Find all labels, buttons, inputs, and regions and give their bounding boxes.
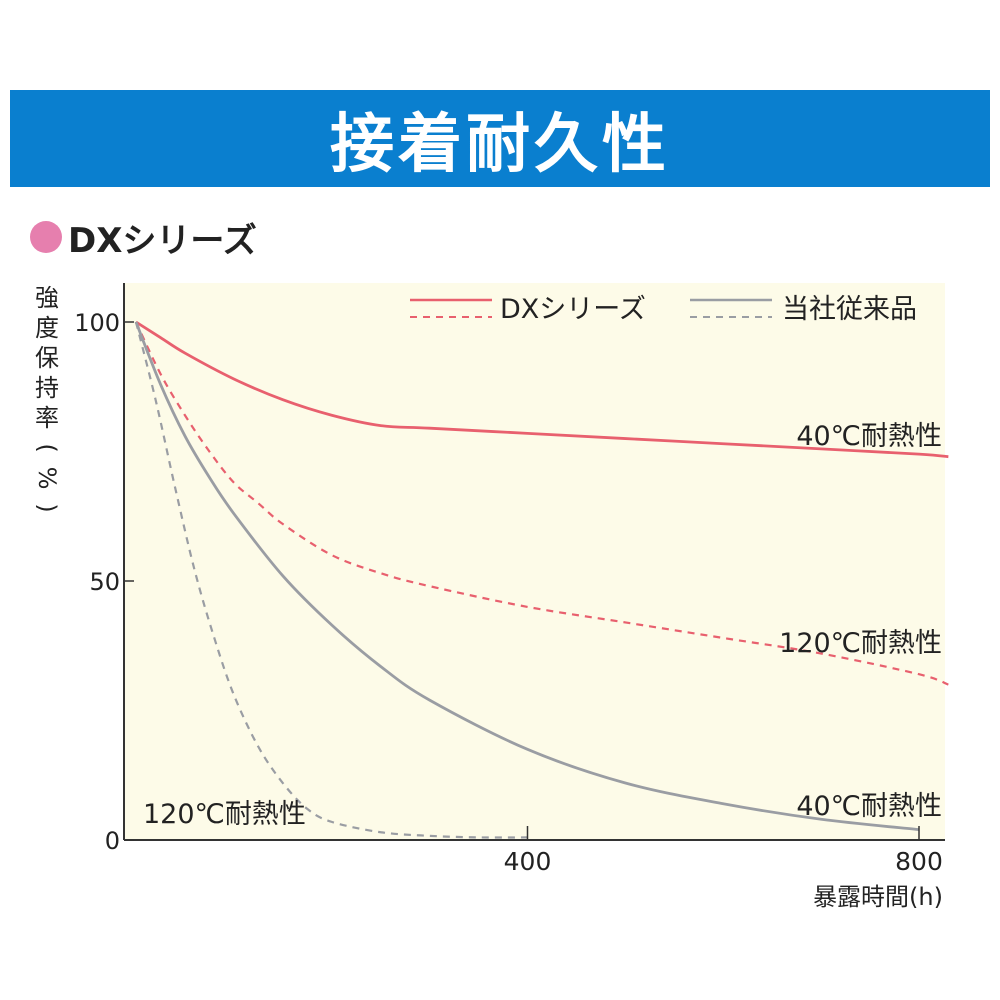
x-tick-label: 800 — [895, 847, 943, 876]
plot-area — [124, 283, 945, 840]
annotation-conventional-40: 40℃耐熱性 — [796, 791, 942, 822]
annotation-dx-40: 40℃耐熱性 — [796, 421, 942, 452]
legend-label-dx: DXシリーズ — [500, 294, 646, 325]
title-banner: 接着耐久性 — [10, 90, 990, 187]
y-axis-label: 強 度 保 持 率 ( % ) — [32, 283, 62, 523]
pink-dot-icon — [30, 221, 62, 253]
series-heading-label: DXシリーズ — [68, 220, 257, 261]
series-line-3 — [134, 321, 528, 839]
y-axis-label-char: 持 — [35, 374, 59, 402]
series-line-2 — [134, 321, 920, 832]
series-line-0 — [135, 320, 949, 459]
y-axis-label-char: 率 — [35, 404, 59, 432]
series-heading: DXシリーズ — [30, 214, 257, 261]
x-tick-label: 400 — [504, 847, 552, 876]
page-title: 接着耐久性 — [330, 107, 670, 182]
annotation-dx-120: 120℃耐熱性 — [779, 628, 942, 659]
y-axis-label-char: 保 — [35, 344, 59, 372]
legend-label-conventional: 当社従来品 — [782, 294, 917, 325]
y-tick-label: 100 — [74, 309, 120, 337]
y-tick-label: 0 — [105, 827, 120, 855]
annotation-conventional-120: 120℃耐熱性 — [143, 799, 306, 830]
y-axis-label-char: 度 — [35, 314, 59, 342]
legend: DXシリーズ 当社従来品 — [410, 294, 917, 325]
x-axis-label: 暴露時間(h) — [813, 883, 943, 911]
series-line-1 — [135, 321, 949, 686]
y-tick-label: 50 — [89, 568, 120, 596]
y-axis-label-char: 強 — [35, 284, 59, 312]
